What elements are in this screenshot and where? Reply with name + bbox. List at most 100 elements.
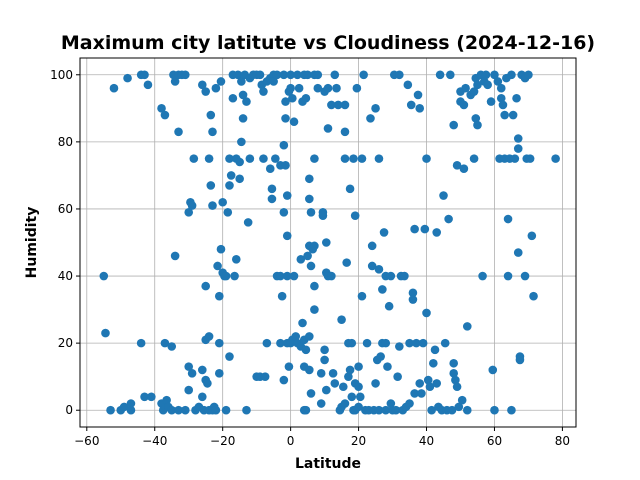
scatter-point xyxy=(471,114,481,123)
scatter-point xyxy=(203,379,212,388)
scatter-point xyxy=(140,70,149,80)
scatter-point xyxy=(340,100,350,110)
scatter-point xyxy=(507,70,516,80)
scatter-point xyxy=(481,70,491,80)
scatter-point xyxy=(310,241,319,251)
scatter-point xyxy=(184,385,194,395)
scatter-point xyxy=(305,365,314,375)
scatter-point xyxy=(423,375,433,385)
scatter-point xyxy=(279,140,289,150)
scatter-point xyxy=(233,70,243,80)
scatter-point xyxy=(288,93,297,103)
scatter-point xyxy=(435,70,445,80)
scatter-point xyxy=(255,70,265,80)
scatter-point xyxy=(328,369,338,378)
scatter-point xyxy=(449,358,458,368)
scatter-point xyxy=(347,338,357,348)
scatter-point xyxy=(422,154,431,163)
scatter-point xyxy=(381,405,391,415)
y-axis-label: Humidity xyxy=(24,207,40,279)
scatter-point xyxy=(323,83,333,93)
scatter-point xyxy=(260,372,270,381)
scatter-point xyxy=(454,402,464,412)
scatter-point xyxy=(503,271,513,281)
scatter-point xyxy=(418,338,428,348)
scatter-point xyxy=(378,285,387,294)
scatter-point xyxy=(279,70,289,80)
scatter-point xyxy=(520,271,530,281)
scatter-point xyxy=(338,382,348,392)
scatter-point xyxy=(461,83,470,93)
scatter-point xyxy=(452,161,462,170)
scatter-point xyxy=(276,338,285,348)
y-tick-label: 60 xyxy=(58,202,73,216)
scatter-point xyxy=(322,238,331,247)
scatter-point xyxy=(371,104,380,113)
scatter-point xyxy=(201,87,210,96)
scatter-point xyxy=(226,171,236,180)
scatter-point xyxy=(384,301,394,311)
scatter-point xyxy=(357,154,367,163)
scatter-point xyxy=(214,369,224,378)
scatter-point xyxy=(327,100,336,110)
scatter-point xyxy=(374,154,384,163)
scatter-point xyxy=(305,332,314,341)
scatter-point xyxy=(174,405,183,415)
scatter-point xyxy=(439,191,448,200)
scatter-point xyxy=(242,97,251,106)
scatter-point xyxy=(527,231,537,241)
scatter-point xyxy=(340,127,350,137)
scatter-point xyxy=(354,362,363,371)
scatter-point xyxy=(449,369,458,378)
scatter-point xyxy=(490,405,499,415)
scatter-point xyxy=(119,402,129,412)
x-tick-label: 80 xyxy=(555,434,570,448)
scatter-point xyxy=(355,392,365,402)
scatter-point xyxy=(211,83,221,93)
scatter-point xyxy=(524,70,533,80)
scatter-point xyxy=(106,405,115,415)
scatter-point xyxy=(276,271,285,281)
scatter-point xyxy=(184,208,194,217)
scatter-point xyxy=(327,271,336,281)
scatter-point xyxy=(498,100,508,110)
scatter-point xyxy=(316,399,326,408)
scatter-point xyxy=(395,342,404,351)
x-tick-label: 60 xyxy=(487,434,502,448)
x-tick-label: −20 xyxy=(210,434,235,448)
scatter-point xyxy=(316,369,326,378)
scatter-point xyxy=(429,358,438,368)
scatter-point xyxy=(406,100,416,110)
scatter-point xyxy=(371,379,380,388)
scatter-point xyxy=(478,271,487,281)
scatter-point xyxy=(313,70,323,80)
scatter-point xyxy=(422,308,431,318)
scatter-point xyxy=(238,114,248,123)
scatter-point xyxy=(198,392,207,402)
scatter-point xyxy=(379,228,389,237)
scatter-point xyxy=(508,110,518,120)
x-tick-label: 20 xyxy=(351,434,366,448)
scatter-point xyxy=(147,392,156,402)
scatter-point xyxy=(281,114,290,123)
scatter-point xyxy=(181,405,190,415)
scatter-point xyxy=(332,83,341,93)
scatter-point xyxy=(170,251,180,261)
scatter-point xyxy=(386,271,396,281)
scatter-point xyxy=(181,70,190,80)
scatter-point xyxy=(354,382,363,392)
scatter-point xyxy=(503,214,513,224)
scatter-point xyxy=(259,87,268,96)
scatter-point xyxy=(272,70,282,80)
y-tick-label: 0 xyxy=(65,403,73,417)
scatter-point xyxy=(318,208,328,217)
scatter-point xyxy=(430,345,440,355)
scatter-point xyxy=(160,338,170,348)
scatter-point xyxy=(344,372,353,381)
scatter-point xyxy=(432,228,442,237)
scatter-point xyxy=(395,70,404,80)
scatter-point xyxy=(525,154,535,163)
scatter-point xyxy=(291,332,301,341)
scatter-point xyxy=(551,154,560,163)
scatter-point xyxy=(451,375,460,385)
